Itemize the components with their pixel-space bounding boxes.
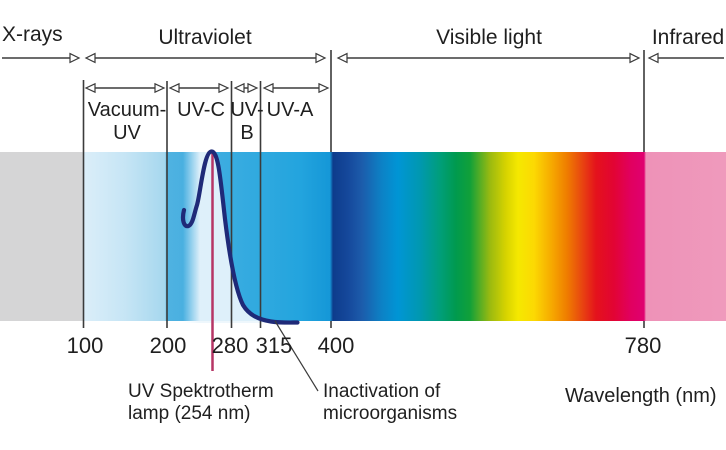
label-uv-c: UV-C [177, 99, 225, 121]
top-range-arrowheads [69, 52, 659, 64]
label-vacuum-uv-line1: Vacuum- [87, 99, 167, 121]
label-uv-a: UV-A [266, 99, 314, 121]
lamp-annotation-line2: lamp (254 nm) [128, 403, 251, 424]
tick-100: 100 [66, 333, 104, 358]
tick-280: 280 [211, 333, 249, 358]
arrowhead-left-icon [84, 52, 96, 64]
lamp-annotation: UV Spektrotherm lamp (254 nm) [128, 381, 274, 425]
arrowhead-right-icon [247, 82, 259, 94]
arrowhead-left-icon [84, 82, 96, 94]
label-infrared: Infrared [651, 26, 725, 49]
label-xrays: X-rays [2, 23, 63, 46]
tick-780: 780 [624, 333, 662, 358]
label-uv-b-line1: UV- [230, 99, 264, 121]
label-uv-b-line2: B [240, 122, 254, 144]
lamp-annotation-line1: UV Spektrotherm [128, 381, 274, 402]
arrowhead-right-icon [154, 82, 166, 94]
spectrum-band [0, 152, 726, 321]
lamp-emission-curve [180, 149, 300, 325]
inactivation-annotation-line1: Inactivation of [323, 381, 441, 402]
label-uv-b: UV- B [230, 99, 263, 145]
inactivation-annotation: Inactivation of microorganisms [323, 381, 457, 425]
label-ultraviolet: Ultraviolet [158, 26, 252, 49]
arrowhead-right-icon [218, 82, 230, 94]
tick-315: 315 [255, 333, 293, 358]
uv-subband-arrowheads [84, 82, 330, 94]
arrowhead-left-icon [647, 52, 659, 64]
tick-400: 400 [317, 333, 355, 358]
arrowhead-left-icon [262, 82, 274, 94]
label-visible-light: Visible light [436, 26, 542, 49]
tick-200: 200 [149, 333, 187, 358]
arrowhead-right-icon [629, 52, 641, 64]
wavelength-axis-label: Wavelength (nm) [565, 385, 717, 407]
arrowhead-left-icon [168, 82, 180, 94]
arrowhead-right-icon [315, 52, 327, 64]
arrowhead-left-icon [336, 52, 348, 64]
label-vacuum-uv: Vacuum- UV [88, 99, 167, 145]
inactivation-annotation-line2: microorganisms [323, 403, 458, 424]
boundary-lines [82, 50, 645, 328]
arrowhead-right-icon [318, 82, 330, 94]
inactivation-pointer-line [274, 320, 319, 392]
arrowhead-left-icon [233, 82, 245, 94]
arrowhead-right-icon [69, 52, 81, 64]
label-vacuum-uv-line2: UV [113, 122, 141, 144]
